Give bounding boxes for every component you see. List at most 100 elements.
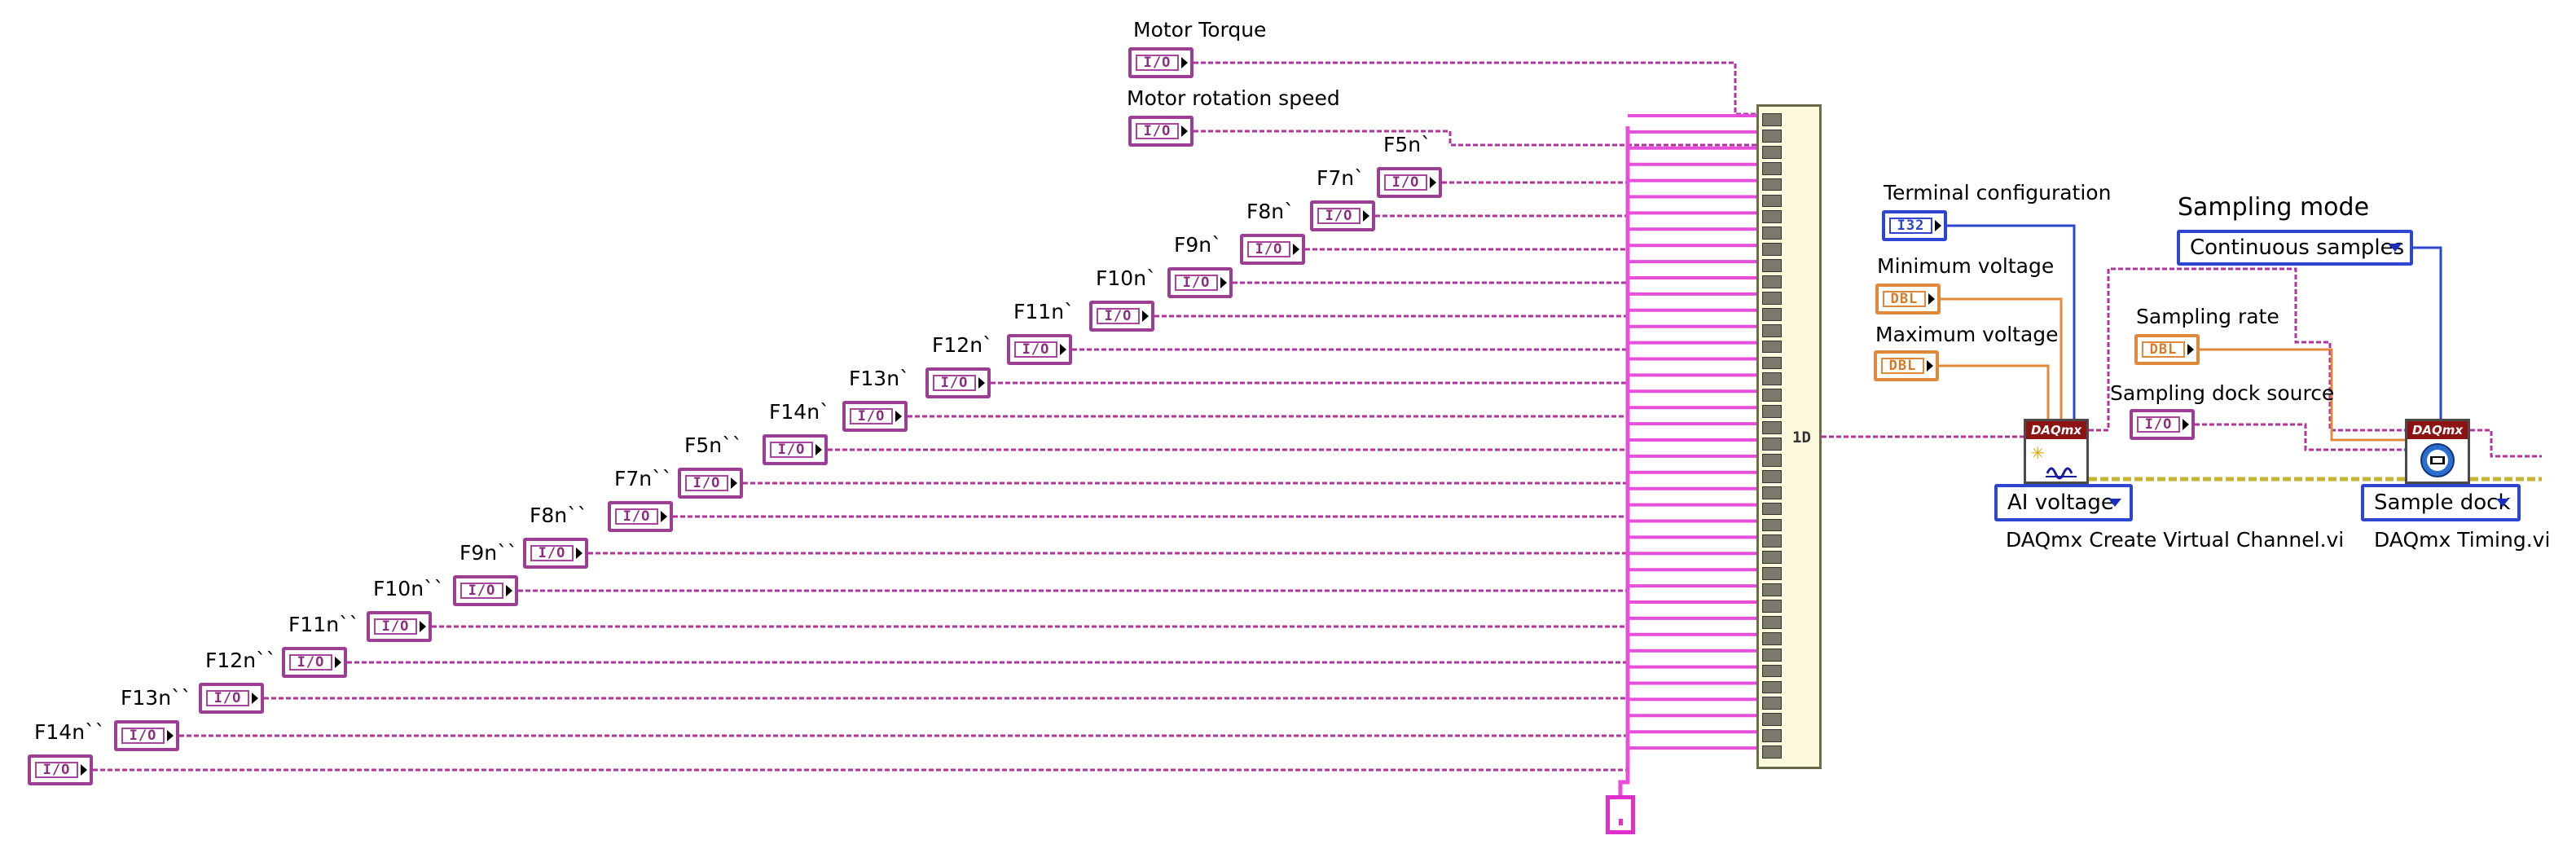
channel-terminal[interactable]: I/O (608, 501, 673, 532)
build-array-input-slot[interactable] (1762, 697, 1782, 710)
build-array-input-slot[interactable] (1762, 372, 1782, 386)
build-array-input-slot[interactable] (1762, 226, 1782, 240)
build-array-input-slot[interactable] (1762, 729, 1782, 743)
maximum-voltage-wire[interactable] (1939, 364, 2050, 419)
channel-terminal[interactable]: I/O (367, 611, 432, 642)
build-array-input-slot[interactable] (1762, 421, 1782, 434)
build-array-input-slot[interactable] (1762, 259, 1782, 272)
channel-terminal[interactable]: I/O (199, 683, 264, 714)
build-array-node[interactable] (1756, 104, 1822, 769)
chevron-down-icon (2389, 244, 2402, 252)
arrow-icon (420, 621, 426, 632)
array-output-terminal[interactable] (1606, 795, 1635, 834)
sampling-rate-constant[interactable]: DBL (2134, 334, 2200, 365)
channel-terminal[interactable]: I/O (1310, 200, 1375, 231)
channel-terminal[interactable]: I/O (114, 720, 179, 751)
terminal-configuration-wire[interactable] (1947, 224, 2076, 419)
build-array-input-slot[interactable] (1762, 129, 1782, 143)
motor-torque-label: Motor Torque (1133, 18, 1267, 42)
build-array-input-slot[interactable] (1762, 486, 1782, 499)
io-terminal-text: I/O (1317, 208, 1361, 224)
build-array-input-slot[interactable] (1762, 323, 1782, 337)
build-array-input-slot[interactable] (1762, 615, 1782, 629)
channel-terminal[interactable]: I/O (523, 538, 588, 569)
dbl-terminal-text: DBL (2142, 341, 2185, 358)
ai-voltage-selector[interactable]: AI voltage (1994, 484, 2133, 521)
build-array-input-slot[interactable] (1762, 453, 1782, 467)
sampling-rate-label: Sampling rate (2136, 305, 2279, 328)
build-array-input-slot[interactable] (1762, 340, 1782, 354)
build-array-input-slot[interactable] (1762, 389, 1782, 402)
build-array-input-slot[interactable] (1762, 178, 1782, 191)
build-array-input-slot[interactable] (1762, 405, 1782, 419)
create-channel-vi-label: DAQmx Create Virtual Channel.vi (2006, 528, 2345, 552)
sampling-clock-source-terminal[interactable]: I/O (2130, 409, 2195, 440)
build-array-input-slot[interactable] (1762, 210, 1782, 224)
channel-terminal[interactable]: I/O (763, 434, 828, 465)
build-array-input-slot[interactable] (1762, 648, 1782, 662)
build-array-input-slot[interactable] (1762, 567, 1782, 581)
sampling-mode-wire[interactable] (2413, 246, 2442, 419)
channel-terminal[interactable]: I/O (842, 401, 908, 432)
motor-torque-terminal[interactable]: I/O (1128, 47, 1193, 78)
minimum-voltage-constant[interactable]: DBL (1875, 284, 1941, 314)
channel-terminal[interactable]: I/O (1167, 267, 1233, 298)
channel-terminal[interactable]: I/O (28, 754, 93, 785)
daqmx-create-channel-vi[interactable]: DAQmx ✳ (2024, 419, 2089, 484)
arrow-icon (1363, 210, 1369, 222)
chevron-down-icon (2108, 499, 2121, 507)
terminal-configuration-constant[interactable]: I32 (1882, 210, 1947, 241)
sampling-clock-wire[interactable] (2195, 423, 2405, 451)
maximum-voltage-constant[interactable]: DBL (1874, 350, 1939, 381)
build-array-input-slot[interactable] (1762, 307, 1782, 321)
build-array-input-slot[interactable] (1762, 680, 1782, 694)
io-terminal-text: I/O (933, 375, 976, 391)
build-array-input-slot[interactable] (1762, 745, 1782, 759)
build-array-input-slot[interactable] (1762, 356, 1782, 370)
build-array-input-slot[interactable] (1762, 291, 1782, 305)
build-array-input-slot[interactable] (1762, 664, 1782, 678)
build-array-input-slot[interactable] (1762, 243, 1782, 257)
channel-terminal[interactable]: I/O (1007, 334, 1072, 365)
build-array-input-slot[interactable] (1762, 469, 1782, 483)
channel-terminal[interactable]: I/O (1240, 234, 1305, 265)
build-array-input-slot[interactable] (1762, 438, 1782, 451)
build-array-input-slot[interactable] (1762, 534, 1782, 548)
sampling-rate-wire[interactable] (2200, 348, 2405, 442)
minimum-voltage-wire[interactable] (1941, 297, 2063, 419)
motor-speed-wire[interactable] (1193, 130, 1756, 147)
channel-terminal[interactable]: I/O (1377, 167, 1442, 198)
channel-label: F14n` (769, 400, 830, 424)
channel-label: F5n`` (684, 433, 743, 457)
build-array-input-slot[interactable] (1762, 194, 1782, 208)
chevron-down-icon (2496, 499, 2509, 507)
channel-terminal[interactable]: I/O (1089, 301, 1154, 332)
channel-terminal[interactable]: I/O (282, 647, 347, 678)
task-out-wire[interactable] (2470, 429, 2542, 458)
build-array-input-slot[interactable] (1762, 113, 1782, 126)
build-array-input-slot[interactable] (1762, 713, 1782, 727)
daqmx-header: DAQmx (2026, 421, 2086, 439)
build-array-input-slot[interactable] (1762, 502, 1782, 516)
channel-terminal[interactable]: I/O (453, 575, 518, 606)
channel-terminal[interactable]: I/O (678, 468, 743, 499)
build-array-input-slot[interactable] (1762, 551, 1782, 565)
build-array-input-slot[interactable] (1762, 600, 1782, 613)
build-array-input-slot[interactable] (1762, 275, 1782, 288)
channel-label: F5n` (1383, 133, 1431, 156)
build-array-input-slot[interactable] (1762, 518, 1782, 532)
sampling-mode-ring[interactable]: Continuous samples (2177, 230, 2413, 266)
arrow-icon (576, 548, 582, 559)
build-array-input-slot[interactable] (1762, 145, 1782, 159)
build-array-input-slot[interactable] (1762, 583, 1782, 596)
daqmx-timing-vi[interactable]: DAQmx (2405, 419, 2470, 484)
channel-terminal[interactable]: I/O (925, 367, 991, 398)
sample-clock-selector[interactable]: Sample dock (2361, 484, 2521, 521)
arrow-icon (252, 693, 258, 704)
bundle-bus-out[interactable] (1618, 766, 1630, 797)
build-array-input-slot[interactable] (1762, 161, 1782, 175)
motor-speed-terminal[interactable]: I/O (1128, 116, 1193, 147)
io-terminal-text: I/O (770, 442, 813, 458)
task-wire[interactable] (2089, 267, 2405, 432)
build-array-input-slot[interactable] (1762, 631, 1782, 645)
